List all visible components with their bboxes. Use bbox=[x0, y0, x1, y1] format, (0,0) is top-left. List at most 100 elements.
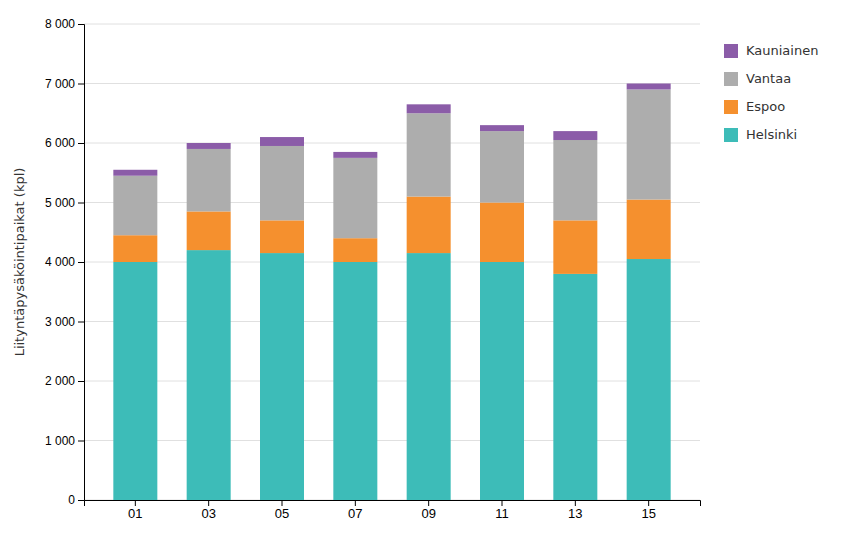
y-tick: 1 000 bbox=[45, 434, 84, 448]
y-tick-label: 6 000 bbox=[45, 136, 75, 150]
bar bbox=[333, 152, 377, 158]
legend-item: Helsinki bbox=[724, 127, 797, 143]
legend-item: Vantaa bbox=[724, 71, 791, 87]
bar bbox=[407, 253, 451, 500]
y-tick-mark bbox=[78, 262, 84, 263]
x-tick-mark bbox=[355, 500, 356, 506]
y-tick: 2 000 bbox=[45, 374, 84, 388]
bar bbox=[333, 262, 377, 500]
bar bbox=[480, 203, 524, 263]
grid bbox=[84, 24, 700, 500]
bar bbox=[187, 143, 231, 149]
bar bbox=[113, 262, 157, 500]
legend-swatch bbox=[724, 100, 738, 114]
y-tick-mark bbox=[78, 381, 84, 382]
y-tick-label: 7 000 bbox=[45, 77, 75, 91]
bar bbox=[333, 158, 377, 238]
bar bbox=[333, 238, 377, 262]
grid-line bbox=[84, 143, 700, 144]
bar bbox=[627, 200, 671, 260]
x-axis-line bbox=[85, 501, 701, 507]
grid-line bbox=[84, 202, 700, 203]
y-axis-line bbox=[78, 25, 85, 501]
y-tick-mark bbox=[78, 203, 84, 204]
y-tick-label: 0 bbox=[68, 493, 75, 507]
x-tick-mark bbox=[208, 500, 209, 506]
y-tick: 4 000 bbox=[45, 255, 84, 269]
grid-line bbox=[84, 321, 700, 322]
y-tick: 7 000 bbox=[45, 77, 84, 91]
y-tick-mark bbox=[78, 24, 84, 25]
bar bbox=[480, 262, 524, 500]
bar bbox=[480, 131, 524, 202]
legend-label: Kauniainen bbox=[746, 43, 818, 58]
x-tick-label: 09 bbox=[421, 506, 435, 521]
x-tick-mark bbox=[648, 500, 649, 506]
bar bbox=[627, 84, 671, 90]
y-tick-label: 3 000 bbox=[45, 315, 75, 329]
chart: 0 1 000 2 000 3 000 4 000 5 000 6 000 7 000 8 00… bbox=[0, 0, 850, 544]
bar bbox=[553, 140, 597, 220]
legend-item: Kauniainen bbox=[724, 43, 818, 59]
y-tick: 0 bbox=[68, 493, 84, 507]
x-tick-mark bbox=[575, 500, 576, 506]
x-tick: 11 bbox=[495, 500, 509, 521]
y-tick: 3 000 bbox=[45, 315, 84, 329]
legend-swatch bbox=[724, 128, 738, 142]
bar bbox=[553, 274, 597, 500]
plot: 0 1 000 2 000 3 000 4 000 5 000 6 000 7 000 8 00… bbox=[45, 17, 701, 521]
x-tick-mark bbox=[428, 500, 429, 506]
bar bbox=[187, 149, 231, 211]
bar bbox=[260, 253, 304, 500]
bar bbox=[113, 176, 157, 236]
legend-swatch bbox=[724, 72, 738, 86]
x-tick: 01 bbox=[128, 500, 142, 521]
legend-label: Espoo bbox=[746, 99, 785, 114]
y-tick-mark bbox=[78, 143, 84, 144]
grid-line bbox=[84, 262, 700, 263]
bars bbox=[113, 84, 670, 501]
x-tick-label: 05 bbox=[275, 506, 289, 521]
y-tick-label: 5 000 bbox=[45, 196, 75, 210]
bar bbox=[113, 170, 157, 176]
y-tick-mark bbox=[78, 441, 84, 442]
bar bbox=[260, 137, 304, 146]
series bbox=[113, 89, 670, 238]
x-tick: 13 bbox=[568, 500, 582, 521]
bar bbox=[187, 250, 231, 500]
x-tick: 05 bbox=[275, 500, 289, 521]
y-axis-title: Liityntäpysäköintipaikat (kpl) bbox=[12, 168, 27, 357]
x-tick: 09 bbox=[421, 500, 435, 521]
bar bbox=[407, 197, 451, 254]
x-tick: 15 bbox=[641, 500, 655, 521]
y-tick: 8 000 bbox=[45, 17, 84, 31]
y-axis: 0 1 000 2 000 3 000 4 000 5 000 6 000 7 000 8 00… bbox=[45, 17, 85, 507]
grid-line bbox=[84, 24, 700, 25]
x-tick-mark bbox=[282, 500, 283, 506]
legend-item: Espoo bbox=[724, 99, 785, 115]
y-tick-mark bbox=[78, 84, 84, 85]
series bbox=[113, 84, 670, 176]
bar bbox=[480, 125, 524, 131]
x-tick-label: 15 bbox=[641, 506, 655, 521]
x-tick-mark bbox=[502, 500, 503, 506]
bar bbox=[407, 113, 451, 196]
bar bbox=[187, 211, 231, 250]
grid-line bbox=[84, 440, 700, 441]
y-tick-label: 1 000 bbox=[45, 434, 75, 448]
grid-line bbox=[84, 381, 700, 382]
y-tick-mark bbox=[78, 322, 84, 323]
legend: Kauniainen Vantaa Espoo Helsinki bbox=[724, 43, 818, 143]
x-tick-label: 13 bbox=[568, 506, 582, 521]
y-tick-label: 8 000 bbox=[45, 17, 75, 31]
x-tick-label: 03 bbox=[201, 506, 215, 521]
bar bbox=[627, 89, 671, 199]
legend-swatch bbox=[724, 44, 738, 58]
x-tick-label: 11 bbox=[495, 506, 509, 521]
y-tick: 6 000 bbox=[45, 136, 84, 150]
x-tick-mark bbox=[135, 500, 136, 506]
y-tick-label: 2 000 bbox=[45, 374, 75, 388]
y-tick: 5 000 bbox=[45, 196, 84, 210]
bar bbox=[627, 259, 671, 500]
bar bbox=[260, 146, 304, 220]
